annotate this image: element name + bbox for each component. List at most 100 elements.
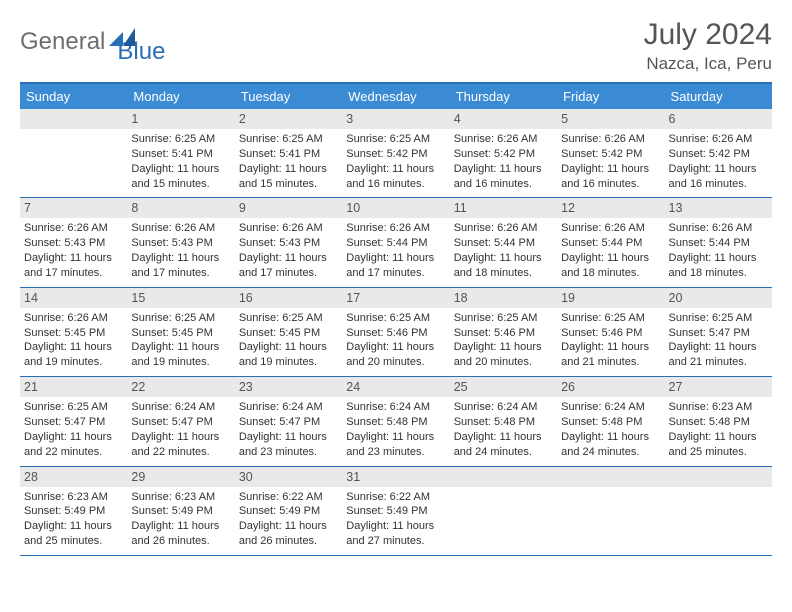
sunset-text: Sunset: 5:47 PM: [24, 415, 123, 430]
day-header: Saturday: [665, 84, 772, 109]
day-number: 27: [665, 377, 772, 397]
daylight-text: Daylight: 11 hours and 17 minutes.: [24, 251, 123, 281]
day-cell: 8Sunrise: 6:26 AMSunset: 5:43 PMDaylight…: [127, 198, 234, 286]
daylight-text: Daylight: 11 hours and 18 minutes.: [454, 251, 553, 281]
day-cell: 19Sunrise: 6:25 AMSunset: 5:46 PMDayligh…: [557, 288, 664, 376]
day-cell: [665, 467, 772, 555]
sunset-text: Sunset: 5:47 PM: [131, 415, 230, 430]
day-number: 1: [127, 109, 234, 129]
day-cell: 10Sunrise: 6:26 AMSunset: 5:44 PMDayligh…: [342, 198, 449, 286]
sunrise-text: Sunrise: 6:23 AM: [669, 400, 768, 415]
sunset-text: Sunset: 5:44 PM: [454, 236, 553, 251]
day-number: 2: [235, 109, 342, 129]
sunrise-text: Sunrise: 6:25 AM: [454, 311, 553, 326]
day-cell: 25Sunrise: 6:24 AMSunset: 5:48 PMDayligh…: [450, 377, 557, 465]
sunrise-text: Sunrise: 6:24 AM: [239, 400, 338, 415]
day-cell: 26Sunrise: 6:24 AMSunset: 5:48 PMDayligh…: [557, 377, 664, 465]
sunset-text: Sunset: 5:41 PM: [131, 147, 230, 162]
day-cell: 7Sunrise: 6:26 AMSunset: 5:43 PMDaylight…: [20, 198, 127, 286]
day-number: 9: [235, 198, 342, 218]
day-header: Sunday: [20, 84, 127, 109]
daylight-text: Daylight: 11 hours and 16 minutes.: [561, 162, 660, 192]
day-header: Monday: [127, 84, 234, 109]
sunrise-text: Sunrise: 6:24 AM: [346, 400, 445, 415]
sunrise-text: Sunrise: 6:24 AM: [131, 400, 230, 415]
day-header: Wednesday: [342, 84, 449, 109]
daylight-text: Daylight: 11 hours and 23 minutes.: [239, 430, 338, 460]
day-number: 22: [127, 377, 234, 397]
daylight-text: Daylight: 11 hours and 16 minutes.: [454, 162, 553, 192]
day-number: 11: [450, 198, 557, 218]
day-number: 10: [342, 198, 449, 218]
day-cell: 5Sunrise: 6:26 AMSunset: 5:42 PMDaylight…: [557, 109, 664, 197]
day-cell: 29Sunrise: 6:23 AMSunset: 5:49 PMDayligh…: [127, 467, 234, 555]
sunrise-text: Sunrise: 6:25 AM: [131, 132, 230, 147]
sunset-text: Sunset: 5:47 PM: [669, 326, 768, 341]
sunset-text: Sunset: 5:48 PM: [346, 415, 445, 430]
day-header: Friday: [557, 84, 664, 109]
sunrise-text: Sunrise: 6:26 AM: [669, 132, 768, 147]
sunset-text: Sunset: 5:45 PM: [239, 326, 338, 341]
daylight-text: Daylight: 11 hours and 19 minutes.: [24, 340, 123, 370]
day-cell: 24Sunrise: 6:24 AMSunset: 5:48 PMDayligh…: [342, 377, 449, 465]
day-cell: 27Sunrise: 6:23 AMSunset: 5:48 PMDayligh…: [665, 377, 772, 465]
day-cell: [557, 467, 664, 555]
day-cell: 2Sunrise: 6:25 AMSunset: 5:41 PMDaylight…: [235, 109, 342, 197]
sunrise-text: Sunrise: 6:25 AM: [346, 132, 445, 147]
sunset-text: Sunset: 5:49 PM: [346, 504, 445, 519]
daylight-text: Daylight: 11 hours and 21 minutes.: [561, 340, 660, 370]
daylight-text: Daylight: 11 hours and 17 minutes.: [346, 251, 445, 281]
day-cell: 14Sunrise: 6:26 AMSunset: 5:45 PMDayligh…: [20, 288, 127, 376]
daylight-text: Daylight: 11 hours and 17 minutes.: [131, 251, 230, 281]
sunrise-text: Sunrise: 6:26 AM: [454, 221, 553, 236]
sunset-text: Sunset: 5:42 PM: [669, 147, 768, 162]
day-cell: 4Sunrise: 6:26 AMSunset: 5:42 PMDaylight…: [450, 109, 557, 197]
title-block: July 2024 Nazca, Ica, Peru: [644, 18, 772, 74]
sunrise-text: Sunrise: 6:25 AM: [131, 311, 230, 326]
sunset-text: Sunset: 5:48 PM: [669, 415, 768, 430]
header: General Blue July 2024 Nazca, Ica, Peru: [20, 18, 772, 74]
day-number: 25: [450, 377, 557, 397]
day-cell: [20, 109, 127, 197]
sunset-text: Sunset: 5:46 PM: [561, 326, 660, 341]
brand-part1: General: [20, 28, 105, 56]
daylight-text: Daylight: 11 hours and 27 minutes.: [346, 519, 445, 549]
day-number: [450, 467, 557, 487]
sunrise-text: Sunrise: 6:25 AM: [239, 132, 338, 147]
sunrise-text: Sunrise: 6:25 AM: [561, 311, 660, 326]
week-row: 1Sunrise: 6:25 AMSunset: 5:41 PMDaylight…: [20, 109, 772, 198]
daylight-text: Daylight: 11 hours and 19 minutes.: [239, 340, 338, 370]
day-number: [665, 467, 772, 487]
sunset-text: Sunset: 5:42 PM: [454, 147, 553, 162]
day-number: 21: [20, 377, 127, 397]
day-number: 31: [342, 467, 449, 487]
sunrise-text: Sunrise: 6:26 AM: [454, 132, 553, 147]
sunset-text: Sunset: 5:43 PM: [131, 236, 230, 251]
brand-mark-icon: [109, 28, 137, 46]
sunset-text: Sunset: 5:45 PM: [131, 326, 230, 341]
daylight-text: Daylight: 11 hours and 25 minutes.: [24, 519, 123, 549]
day-cell: 28Sunrise: 6:23 AMSunset: 5:49 PMDayligh…: [20, 467, 127, 555]
sunrise-text: Sunrise: 6:22 AM: [239, 490, 338, 505]
sunrise-text: Sunrise: 6:24 AM: [561, 400, 660, 415]
sunset-text: Sunset: 5:42 PM: [346, 147, 445, 162]
day-cell: [450, 467, 557, 555]
calendar: SundayMondayTuesdayWednesdayThursdayFrid…: [20, 82, 772, 556]
day-cell: 31Sunrise: 6:22 AMSunset: 5:49 PMDayligh…: [342, 467, 449, 555]
month-title: July 2024: [644, 18, 772, 52]
sunset-text: Sunset: 5:45 PM: [24, 326, 123, 341]
sunset-text: Sunset: 5:44 PM: [669, 236, 768, 251]
sunset-text: Sunset: 5:42 PM: [561, 147, 660, 162]
sunset-text: Sunset: 5:46 PM: [346, 326, 445, 341]
sunrise-text: Sunrise: 6:25 AM: [346, 311, 445, 326]
sunset-text: Sunset: 5:47 PM: [239, 415, 338, 430]
sunset-text: Sunset: 5:48 PM: [561, 415, 660, 430]
daylight-text: Daylight: 11 hours and 16 minutes.: [346, 162, 445, 192]
day-number: 15: [127, 288, 234, 308]
daylight-text: Daylight: 11 hours and 18 minutes.: [561, 251, 660, 281]
day-cell: 9Sunrise: 6:26 AMSunset: 5:43 PMDaylight…: [235, 198, 342, 286]
sunrise-text: Sunrise: 6:25 AM: [24, 400, 123, 415]
sunset-text: Sunset: 5:44 PM: [346, 236, 445, 251]
day-cell: 23Sunrise: 6:24 AMSunset: 5:47 PMDayligh…: [235, 377, 342, 465]
sunrise-text: Sunrise: 6:26 AM: [669, 221, 768, 236]
